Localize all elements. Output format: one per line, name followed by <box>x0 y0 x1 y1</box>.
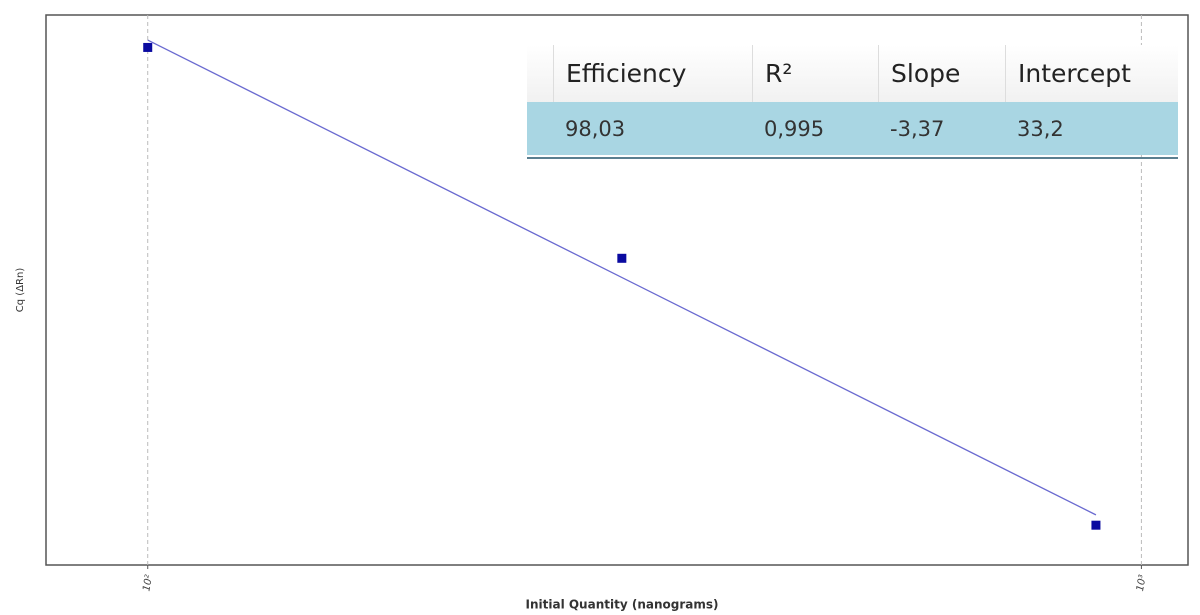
header-cell: Slope <box>878 45 1005 102</box>
table-cell: 0,995 <box>764 116 825 141</box>
table-cell: 33,2 <box>1017 116 1064 141</box>
table-cell: -3,37 <box>890 116 945 141</box>
point <box>1091 520 1101 530</box>
table-header: Efficiency R² Slope Intercept <box>527 45 1178 102</box>
header-cell: Efficiency <box>553 45 753 102</box>
table-cell: 98,03 <box>565 116 626 141</box>
x-axis-label: Initial Quantity (nanograms) <box>526 598 719 612</box>
y-axis-label: Cq (ΔRn) <box>15 268 26 313</box>
plot-frame <box>45 14 1189 566</box>
table-row: 98,03 0,995 -3,37 33,2 <box>527 102 1178 155</box>
stats-table: Efficiency R² Slope Intercept 98,03 0,99… <box>527 45 1178 159</box>
point <box>143 42 153 52</box>
x-tick-label: 10³ <box>1135 574 1149 592</box>
x-tick-label: 10² <box>141 574 155 592</box>
point <box>617 253 627 263</box>
fit-line <box>147 39 1097 516</box>
header-cell: Intercept <box>1005 45 1178 102</box>
header-cell: R² <box>752 45 878 102</box>
